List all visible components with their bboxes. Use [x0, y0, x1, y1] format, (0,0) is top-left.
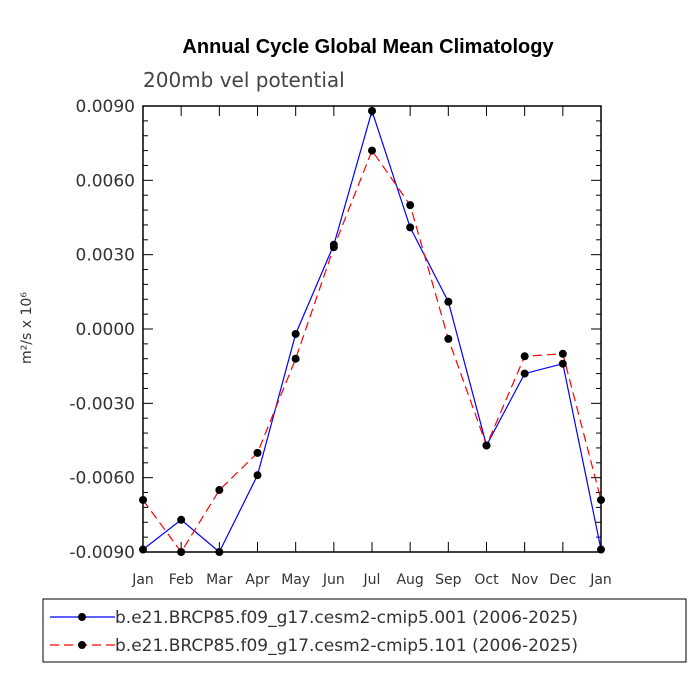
series-2-point — [482, 441, 491, 450]
y-tick-label: -0.0060 — [69, 469, 135, 489]
series-line-1 — [142, 108, 602, 553]
series-1-point — [253, 471, 262, 480]
legend-marker-2 — [78, 641, 86, 649]
x-tick-label: Oct — [474, 572, 499, 588]
x-tick-label: May — [281, 572, 310, 588]
y-axis: -0.0090 -0.0060 -0.0030 0.0000 0.0030 0.0060 0… — [69, 97, 601, 563]
x-tick-label: Jul — [363, 572, 381, 588]
series-1-point — [597, 545, 605, 554]
legend-box — [42, 598, 687, 663]
x-tick-label: Feb — [169, 572, 194, 588]
series-1-point — [215, 548, 224, 556]
x-tick-label: Jun — [322, 572, 345, 588]
series-2-point — [177, 548, 186, 556]
series-2-point — [368, 146, 376, 155]
series-2-point — [253, 448, 262, 457]
y-tick-label: -0.0030 — [69, 394, 135, 414]
chart-title: Annual Cycle Global Mean Climatology — [182, 36, 554, 58]
legend-label-1: b.e21.BRCP85.f09_g17.cesm2-cmip5.001 (20… — [115, 608, 578, 628]
series-1-point — [291, 329, 300, 338]
series-2-point — [558, 349, 567, 358]
x-tick-label: Dec — [549, 572, 576, 588]
x-tick-label: Apr — [245, 572, 269, 588]
series-2-point — [291, 354, 300, 363]
x-tick-label: Aug — [396, 572, 423, 588]
x-tick-label: Jan — [131, 572, 154, 588]
legend: b.e21.BRCP85.f09_g17.cesm2-cmip5.001 (20… — [42, 598, 687, 663]
series-2-point — [444, 334, 453, 343]
x-tick-label: Jan — [589, 572, 612, 588]
series-2-point — [215, 486, 224, 495]
y-tick-label: 0.0090 — [76, 97, 135, 117]
x-tick-label: Mar — [206, 572, 233, 588]
y-tick-label: -0.0090 — [69, 543, 135, 563]
series-2-point — [597, 495, 605, 504]
series-2-point — [520, 352, 529, 361]
x-axis: Jan Feb Mar Apr May Jun Jul Aug Sep Oct Nov Dec Jan — [131, 106, 612, 588]
plot-frame — [142, 105, 602, 553]
series-2-point — [139, 495, 147, 504]
series-layer — [139, 106, 605, 556]
series-1-point — [520, 369, 529, 378]
chart-subtitle: 200mb vel potential — [143, 68, 345, 92]
series-1-point — [368, 106, 376, 115]
series-2-point — [329, 243, 338, 252]
series-1-point — [139, 545, 147, 554]
series-1-point — [558, 359, 567, 368]
series-1-point — [444, 297, 453, 306]
y-tick-label: 0.0030 — [76, 246, 135, 266]
y-tick-label: 0.0060 — [76, 171, 135, 191]
legend-marker-1 — [78, 613, 86, 621]
x-tick-label: Nov — [511, 572, 538, 588]
series-1-point — [177, 515, 186, 524]
legend-label-2: b.e21.BRCP85.f09_g17.cesm2-cmip5.101 (20… — [115, 636, 578, 656]
series-2-point — [406, 201, 415, 210]
y-tick-label: 0.0000 — [76, 320, 135, 340]
x-tick-label: Sep — [435, 572, 462, 588]
series-line-2 — [142, 149, 602, 554]
y-axis-label: m²/s x 10⁶ — [19, 292, 35, 364]
series-1-point — [406, 223, 415, 232]
